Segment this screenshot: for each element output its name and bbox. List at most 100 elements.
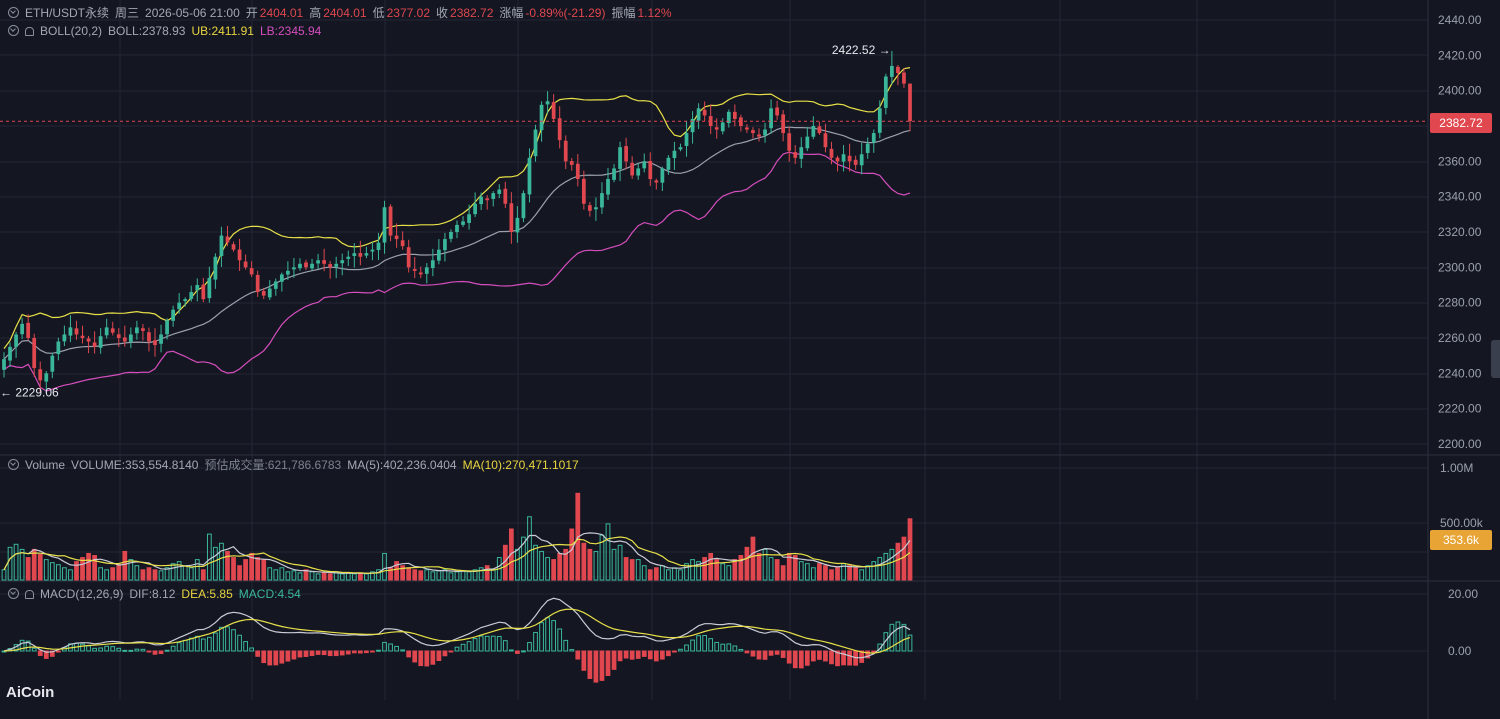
candle-body <box>461 221 465 225</box>
candle-body <box>334 263 339 267</box>
macd-histogram-bar <box>200 638 206 652</box>
volume-bar <box>617 544 623 581</box>
macd-histogram-bar <box>786 650 792 664</box>
macd-histogram-bar <box>370 650 375 653</box>
candle-body <box>195 285 200 291</box>
macd-histogram-bar <box>225 626 230 652</box>
boll-label[interactable]: BOLL(20,2) <box>40 24 103 38</box>
volume-bar <box>182 565 188 581</box>
volume-bar <box>454 571 460 581</box>
volume-bar <box>261 559 267 581</box>
bell-icon[interactable] <box>25 27 34 36</box>
macd-histogram-bar <box>412 650 418 663</box>
candle-body <box>865 143 870 153</box>
volume-bar <box>895 542 901 581</box>
macd-histogram-bar <box>364 650 369 654</box>
volume-bar <box>25 557 31 581</box>
candle-body <box>497 189 502 194</box>
candle-body <box>255 274 260 293</box>
candle-body <box>358 253 363 257</box>
change-value: -0.89%(-21.29) <box>525 6 606 20</box>
candle-body <box>165 320 169 335</box>
macd-histogram-bar <box>533 631 538 652</box>
volume-bar <box>684 563 689 581</box>
candle-body <box>219 235 224 257</box>
bell-icon[interactable] <box>25 590 34 599</box>
macd-histogram-bar <box>744 650 750 654</box>
low-annotation: ← 2229.06 <box>0 386 59 400</box>
candle-body <box>400 240 405 247</box>
side-panel-handle[interactable] <box>1491 340 1500 378</box>
volume-bar <box>653 567 659 581</box>
volume-bar <box>140 569 146 581</box>
candle-body <box>588 205 592 211</box>
macd-histogram-bar <box>406 650 412 658</box>
macd-histogram-bar <box>883 632 889 652</box>
macd-histogram-bar <box>841 650 846 666</box>
volume-bar <box>122 550 128 581</box>
candle-body <box>612 168 616 180</box>
collapse-icon[interactable] <box>8 459 19 470</box>
macd-histogram-bar <box>315 650 321 655</box>
collapse-icon[interactable] <box>8 7 19 18</box>
candle-body <box>902 72 906 84</box>
macd-histogram-bar <box>261 650 267 664</box>
candle-body <box>557 118 562 141</box>
macd-label[interactable]: MACD(12,26,9) <box>40 587 124 601</box>
volume-ma10-line <box>3 536 911 574</box>
macd-histogram-bar <box>484 635 490 652</box>
collapse-icon[interactable] <box>8 588 19 599</box>
macd-histogram-bar <box>345 650 351 655</box>
macd-histogram-bar <box>146 650 152 653</box>
candle-body <box>606 179 610 195</box>
volume-bar <box>249 552 255 581</box>
macd-histogram-bar <box>80 643 85 652</box>
collapse-icon[interactable] <box>8 25 19 36</box>
macd-histogram-bar <box>810 650 816 662</box>
volume-bar <box>128 559 134 581</box>
volume-bar <box>629 559 635 581</box>
macd-histogram-bar <box>515 650 520 654</box>
volume-bar <box>762 548 768 581</box>
macd-histogram-bar <box>702 634 708 652</box>
open-value: 2404.01 <box>259 6 304 20</box>
candle-body <box>364 253 369 256</box>
price-tick-label: 2420.00 <box>1438 48 1482 62</box>
macd-histogram-bar <box>527 642 532 652</box>
macd-histogram-bar <box>243 641 248 652</box>
volume-bar <box>569 528 575 581</box>
candle-body <box>382 207 387 243</box>
volume-bar <box>883 552 889 581</box>
candle-body <box>225 236 230 243</box>
volume-bar <box>442 569 448 581</box>
volume-bar <box>521 536 526 581</box>
macd-histogram-bar <box>708 638 714 652</box>
symbol[interactable]: ETH/USDT永续 <box>25 6 110 20</box>
macd-histogram-bar <box>206 636 212 652</box>
volume-tick-label: 1.00M <box>1440 461 1473 475</box>
amp-label: 振幅 <box>611 6 636 20</box>
volume-bar <box>7 546 13 581</box>
volume-bar <box>460 570 466 581</box>
volume-bar <box>611 548 617 581</box>
candle-body <box>594 207 598 210</box>
macd-histogram-bar <box>321 650 327 656</box>
macd-histogram-bar <box>104 645 110 652</box>
macd-histogram-bar <box>496 635 502 652</box>
candle-body <box>527 157 532 195</box>
volume-bar <box>309 571 315 581</box>
candle-body <box>883 76 888 108</box>
volume-bar <box>527 516 532 581</box>
volume-bar <box>243 559 248 581</box>
volume-bar <box>635 559 641 581</box>
macd-histogram-bar <box>508 649 514 652</box>
volume-label[interactable]: Volume <box>25 458 66 472</box>
candle-body <box>817 126 822 134</box>
candle-body <box>261 291 266 296</box>
candle-body <box>286 270 290 275</box>
volume-bar <box>478 567 484 581</box>
change-label: 涨幅 <box>499 6 524 20</box>
macd-histogram-bar <box>158 650 164 655</box>
candle-body <box>110 328 115 333</box>
